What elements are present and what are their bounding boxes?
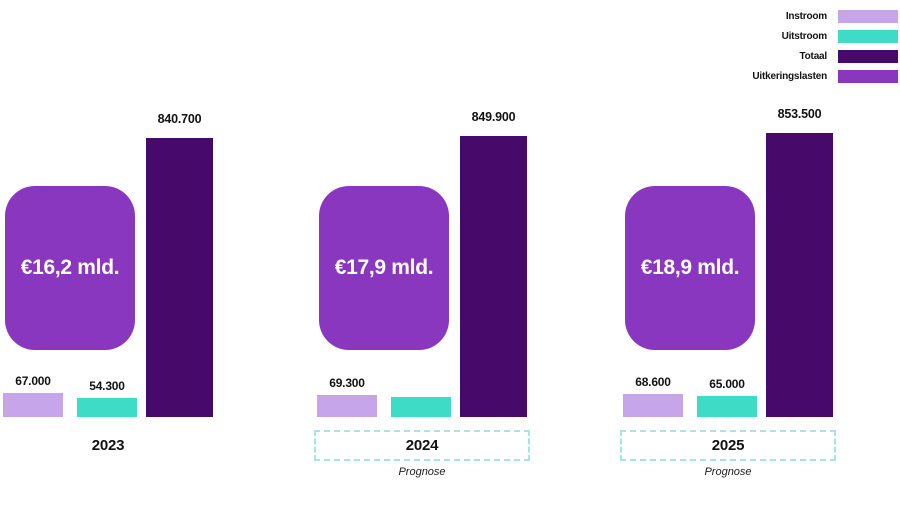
legend-swatch-uitstroom: [838, 30, 898, 43]
uitkeringslasten-value-label: €17,9 mld.: [334, 256, 434, 279]
instroom-value-label: 68.600: [635, 375, 671, 389]
totaal-value-label: 849.900: [471, 110, 516, 124]
uitkeringslasten-value-label: €16,2 mld.: [20, 256, 120, 279]
year-group-2025: 853.500 €18,9 mld. 68.600 65.000 2025 Pr…: [620, 0, 839, 506]
legend-swatch-uitkeringslasten: [838, 70, 898, 83]
totaal-bar: [460, 136, 527, 417]
year-label-2023: 2023: [91, 437, 125, 454]
legend-label-uitstroom: Uitstroom: [781, 31, 828, 42]
legend-label-instroom: Instroom: [785, 11, 827, 22]
year-label-2024-prognose-box: 2024: [314, 430, 530, 461]
totaal-bar: [766, 133, 833, 417]
instroom-value-label: 69.300: [329, 376, 365, 390]
legend: Instroom Uitstroom Totaal Uitkeringslast…: [752, 10, 898, 90]
uitstroom-bar: [391, 397, 451, 417]
uitstroom-bar: [77, 398, 137, 417]
legend-item-totaal: Totaal: [752, 50, 898, 63]
totaal-bar: [146, 138, 213, 417]
year-group-2023: 840.700 €16,2 mld. 67.000 54.300 2023: [3, 0, 219, 506]
uitkeringslasten-bubble: €18,9 mld.: [625, 186, 755, 350]
legend-swatch-instroom: [838, 10, 898, 23]
prognose-label: Prognose: [704, 466, 752, 478]
instroom-bar: [317, 395, 377, 417]
instroom-value-label: 67.000: [15, 374, 51, 388]
year-label-2025-prognose-box: 2025: [620, 430, 836, 461]
uitstroom-bar: [697, 396, 757, 417]
legend-item-uitkeringslasten: Uitkeringslasten: [752, 70, 898, 83]
legend-label-uitkeringslasten: Uitkeringslasten: [752, 71, 827, 82]
legend-item-instroom: Instroom: [752, 10, 898, 23]
instroom-bar: [623, 394, 683, 417]
legend-swatch-totaal: [838, 50, 898, 63]
instroom-bar: [3, 393, 63, 417]
uitstroom-value-label: 54.300: [89, 379, 125, 393]
legend-label-totaal: Totaal: [799, 51, 827, 62]
uitkeringslasten-bubble: €17,9 mld.: [319, 186, 449, 350]
totaal-value-label: 840.700: [157, 112, 202, 126]
year-group-2024: 849.900 €17,9 mld. 69.300 2024 Prognose: [314, 0, 533, 506]
legend-item-uitstroom: Uitstroom: [752, 30, 898, 43]
uitkeringslasten-value-label: €18,9 mld.: [640, 256, 740, 279]
totaal-value-label: 853.500: [777, 107, 822, 121]
prognose-label: Prognose: [398, 466, 446, 478]
uitstroom-value-label: 65.000: [709, 377, 745, 391]
uitkeringslasten-bubble: €16,2 mld.: [5, 186, 135, 350]
